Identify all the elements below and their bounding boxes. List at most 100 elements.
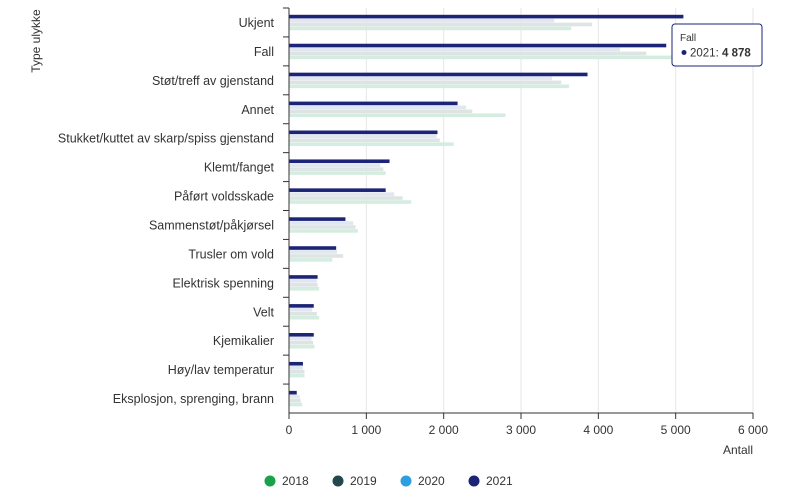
tooltip-series-marker bbox=[681, 50, 687, 55]
legend-marker-2020 bbox=[400, 475, 412, 487]
bar-2019-11 bbox=[289, 340, 313, 345]
bar-2021-9 bbox=[289, 275, 318, 279]
legend-marker-2021 bbox=[468, 475, 480, 487]
legend-label-2020: 2020 bbox=[418, 474, 445, 488]
bar-2021-10 bbox=[289, 304, 314, 308]
x-tick-label-4000: 4 000 bbox=[583, 423, 613, 437]
bar-2018-7 bbox=[289, 229, 358, 233]
bar-2021-1 bbox=[289, 43, 667, 48]
category-label-8: Trusler om vold bbox=[188, 247, 274, 261]
tooltip-series-label: 2021: bbox=[690, 48, 722, 60]
bars bbox=[289, 14, 684, 407]
bar-2020-13 bbox=[289, 394, 300, 399]
x-tick-label-6000: 6 000 bbox=[738, 423, 768, 437]
bar-2019-6 bbox=[289, 196, 403, 200]
bar-2021-11 bbox=[289, 333, 314, 337]
bar-2019-8 bbox=[289, 254, 344, 258]
bar-2020-1 bbox=[289, 47, 620, 52]
category-label-9: Elektrisk spenning bbox=[173, 276, 274, 290]
category-label-2: Støt/treff av gjenstand bbox=[152, 74, 274, 88]
bar-2021-12 bbox=[289, 361, 303, 366]
bar-2019-13 bbox=[289, 398, 301, 403]
category-label-4: Stukket/kuttet av skarp/spiss gjenstand bbox=[58, 132, 274, 146]
bar-2021-2 bbox=[289, 72, 588, 77]
bar-2019-7 bbox=[289, 225, 356, 229]
legend-marker-2019 bbox=[332, 475, 344, 487]
legend-label-2019: 2019 bbox=[350, 474, 377, 488]
bar-2020-7 bbox=[289, 221, 354, 225]
x-tick-label-2000: 2 000 bbox=[429, 423, 459, 437]
bar-2018-13 bbox=[289, 402, 303, 407]
bar-2020-2 bbox=[289, 76, 552, 81]
bar-2020-9 bbox=[289, 279, 317, 283]
bar-2020-10 bbox=[289, 308, 313, 312]
tooltip-box bbox=[671, 23, 763, 67]
bar-2019-2 bbox=[289, 80, 562, 85]
bar-2018-1 bbox=[289, 55, 684, 60]
x-tick-label-5000: 5 000 bbox=[661, 423, 691, 437]
category-label-11: Kjemikalier bbox=[213, 334, 274, 348]
bar-2021-4 bbox=[289, 130, 438, 135]
category-label-3: Annet bbox=[241, 103, 274, 117]
y-axis-title: Type ulykke bbox=[29, 9, 43, 73]
bar-2018-9 bbox=[289, 287, 320, 291]
category-label-7: Sammenstøt/påkjørsel bbox=[149, 218, 274, 232]
category-label-1: Fall bbox=[254, 45, 274, 59]
x-tick-label-1000: 1 000 bbox=[351, 423, 381, 437]
tooltip-value-number: 4 878 bbox=[722, 48, 751, 60]
bar-2019-10 bbox=[289, 311, 317, 316]
bar-2021-7 bbox=[289, 217, 346, 221]
bar-2020-3 bbox=[289, 105, 467, 110]
legend-label-2018: 2018 bbox=[282, 474, 309, 488]
bar-2021-3 bbox=[289, 101, 458, 106]
bar-2019-4 bbox=[289, 138, 440, 143]
legend-marker-2018 bbox=[264, 475, 276, 487]
bar-2018-6 bbox=[289, 200, 412, 204]
bar-2020-0 bbox=[289, 18, 555, 23]
bar-2019-1 bbox=[289, 51, 647, 56]
category-label-6: Påført voldsskade bbox=[174, 190, 274, 204]
category-label-5: Klemt/fanget bbox=[204, 161, 275, 175]
bar-2021-6 bbox=[289, 188, 386, 192]
bar-2018-12 bbox=[289, 373, 305, 378]
bar-2019-0 bbox=[289, 22, 593, 27]
bar-2020-12 bbox=[289, 365, 303, 370]
bar-2019-9 bbox=[289, 283, 318, 287]
bar-2018-0 bbox=[289, 26, 572, 31]
bar-2020-5 bbox=[289, 163, 381, 167]
x-axis-title: Antall bbox=[723, 443, 753, 457]
category-label-13: Eksplosjon, sprenging, brann bbox=[113, 392, 274, 406]
bar-2018-11 bbox=[289, 344, 315, 349]
axes: Ukjent Fall Støt/treff av gjenstand Annet St… bbox=[58, 7, 768, 437]
bar-2020-11 bbox=[289, 336, 312, 341]
legend-label-2021: 2021 bbox=[486, 474, 513, 488]
bar-2018-8 bbox=[289, 258, 333, 262]
bar-2019-3 bbox=[289, 109, 473, 114]
bar-2021-13 bbox=[289, 390, 297, 395]
bar-2021-0 bbox=[289, 14, 684, 19]
category-label-0: Ukjent bbox=[239, 16, 275, 30]
bar-2018-3 bbox=[289, 113, 506, 118]
bar-2019-12 bbox=[289, 369, 305, 374]
tooltip-title: Fall bbox=[680, 33, 696, 44]
tooltip-value: 2021: 4 878 bbox=[690, 48, 751, 60]
bar-2018-5 bbox=[289, 171, 386, 175]
bar-2018-4 bbox=[289, 142, 454, 146]
gridlines bbox=[365, 8, 754, 413]
bar-2021-5 bbox=[289, 159, 390, 164]
legend: 2018 2019 2020 2021 bbox=[264, 474, 513, 488]
tooltip: Fall 2021: 4 878 bbox=[671, 23, 763, 67]
x-tick-label-0: 0 bbox=[286, 423, 293, 437]
bar-2020-8 bbox=[289, 250, 337, 254]
x-tick-label-3000: 3 000 bbox=[506, 423, 536, 437]
category-label-12: Høy/lav temperatur bbox=[168, 363, 274, 377]
bar-2019-5 bbox=[289, 167, 384, 171]
bar-2020-4 bbox=[289, 134, 437, 139]
bar-2018-2 bbox=[289, 84, 569, 89]
bar-2018-10 bbox=[289, 315, 320, 320]
bar-2020-6 bbox=[289, 192, 395, 196]
bar-2021-8 bbox=[289, 246, 337, 250]
category-label-10: Velt bbox=[253, 305, 274, 319]
